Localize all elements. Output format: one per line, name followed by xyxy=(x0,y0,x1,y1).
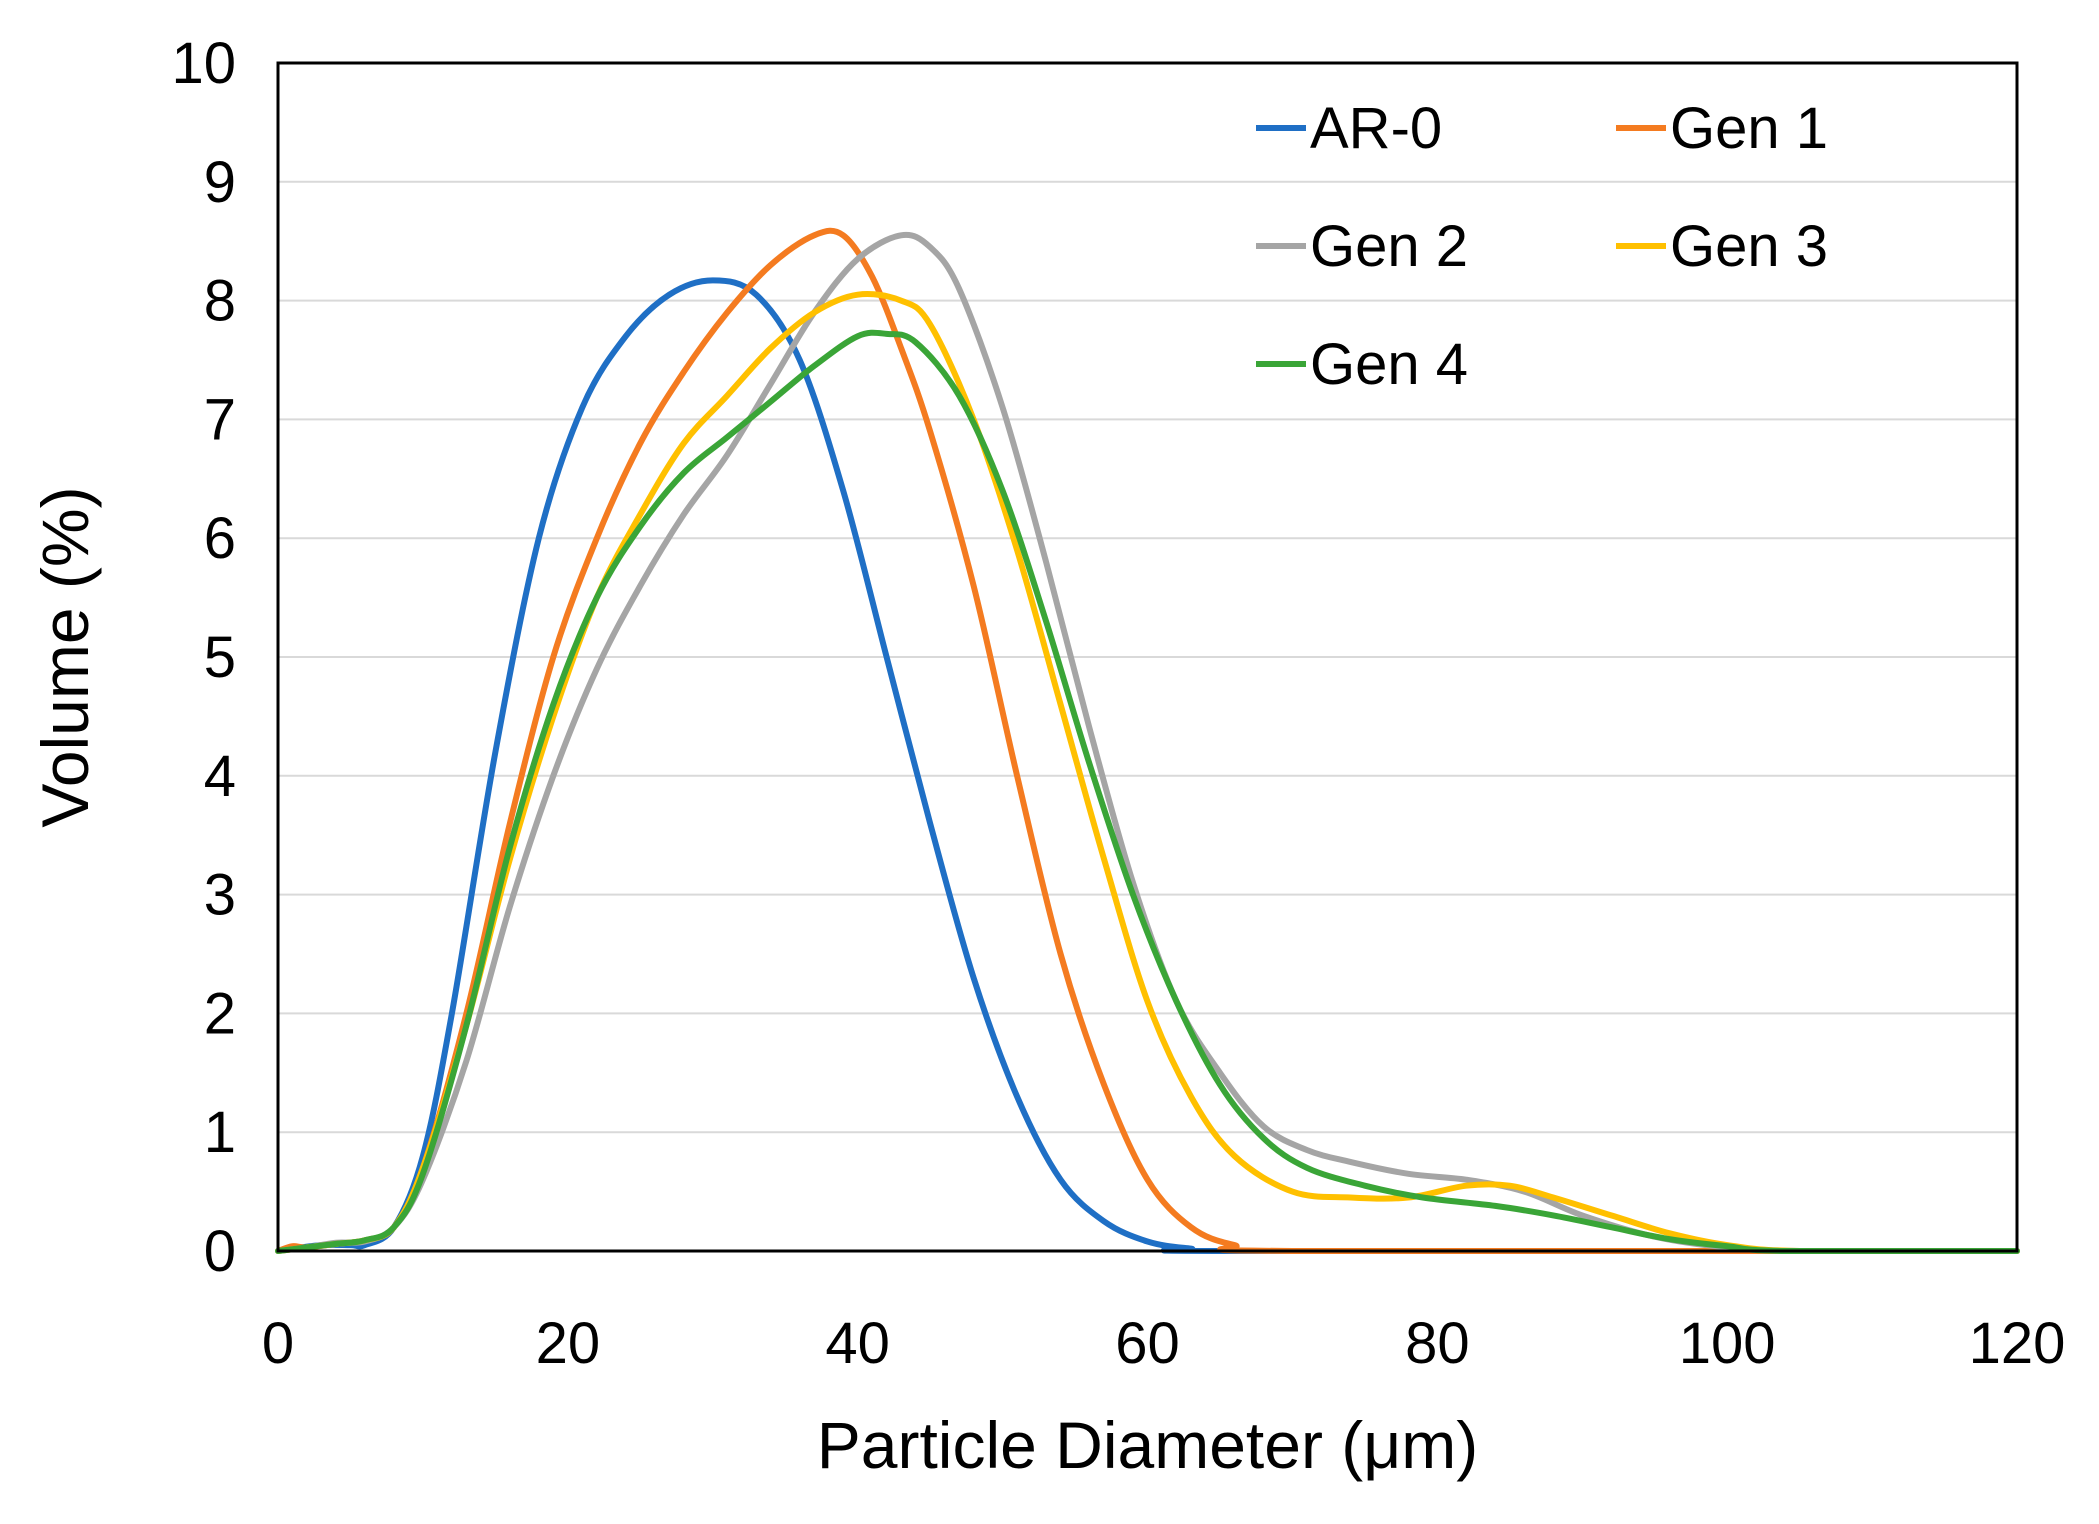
y-tick-label: 10 xyxy=(171,31,236,96)
legend: AR-0 Gen 1 Gen 2 Gen 3 Gen 4 xyxy=(1256,96,1828,397)
legend-label: Gen 3 xyxy=(1670,214,1828,279)
legend-label: Gen 1 xyxy=(1670,96,1828,161)
x-tick-label: 20 xyxy=(536,1311,601,1376)
series-line-gen-2 xyxy=(275,231,2020,1255)
legend-item-ar-0: AR-0 xyxy=(1256,96,1442,161)
series-line-gen-4 xyxy=(275,329,2020,1255)
x-tick-label: 0 xyxy=(262,1311,294,1376)
legend-item-gen-1: Gen 1 xyxy=(1616,96,1828,161)
legend-item-gen-3: Gen 3 xyxy=(1616,214,1828,279)
y-tick-label: 5 xyxy=(204,625,236,690)
legend-label: Gen 4 xyxy=(1310,332,1468,397)
y-tick-label: 7 xyxy=(204,387,236,452)
y-tick-label: 1 xyxy=(204,1100,236,1165)
y-axis-title: Volume (%) xyxy=(28,486,102,827)
y-axis-tick-labels: 0 1 2 3 4 5 6 7 8 9 10 xyxy=(171,31,236,1284)
x-axis-title: Particle Diameter (μm) xyxy=(817,1408,1478,1482)
legend-label: AR-0 xyxy=(1310,96,1442,161)
y-tick-label: 4 xyxy=(204,744,236,809)
legend-label: Gen 2 xyxy=(1310,214,1468,279)
x-tick-label: 40 xyxy=(825,1311,890,1376)
x-tick-label: 100 xyxy=(1679,1311,1776,1376)
x-tick-label: 120 xyxy=(1969,1311,2066,1376)
legend-item-gen-2: Gen 2 xyxy=(1256,214,1468,279)
y-tick-label: 3 xyxy=(204,863,236,928)
x-tick-label: 60 xyxy=(1115,1311,1180,1376)
x-tick-label: 80 xyxy=(1405,1311,1470,1376)
series-lines xyxy=(275,227,2020,1255)
plot-area-frame xyxy=(276,61,2019,1253)
y-tick-label: 2 xyxy=(204,981,236,1046)
y-tick-label: 6 xyxy=(204,506,236,571)
x-axis-tick-labels: 0 20 40 60 80 100 120 xyxy=(262,1311,2066,1376)
y-tick-label: 9 xyxy=(204,150,236,215)
y-tick-label: 8 xyxy=(204,269,236,334)
y-tick-label: 0 xyxy=(204,1219,236,1284)
series-line-gen-3 xyxy=(275,291,2020,1255)
legend-item-gen-4: Gen 4 xyxy=(1256,332,1468,397)
